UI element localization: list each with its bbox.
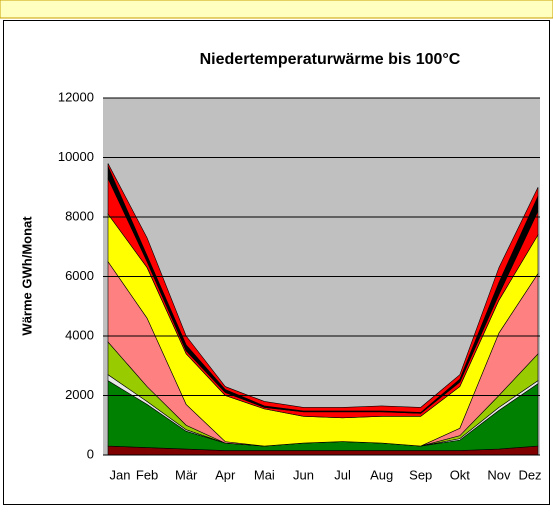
y-tick-label: 12000	[58, 89, 94, 104]
y-tick-label: 0	[87, 446, 94, 461]
x-tick-label: Aug	[370, 467, 393, 482]
y-tick-label: 6000	[65, 268, 94, 283]
area	[107, 163, 539, 413]
y-tick-label: 4000	[65, 327, 94, 342]
x-tick-label: Mär	[175, 467, 198, 482]
top-bar	[0, 0, 553, 19]
x-tick-label: Jul	[334, 467, 351, 482]
x-tick-label: Nov	[487, 467, 511, 482]
y-tick-label: 10000	[58, 149, 94, 164]
x-tick-label: Sep	[409, 467, 432, 482]
chart-title: Niedertemperaturwärme bis 100°C	[200, 51, 461, 68]
x-tick-label: Apr	[215, 467, 236, 482]
x-tick-label: Jan	[110, 467, 131, 482]
y-tick-label: 2000	[65, 387, 94, 402]
y-axis-label: Wärme GWh/Monat	[19, 216, 34, 336]
x-tick-label: Jun	[293, 467, 314, 482]
x-tick-label: Okt	[450, 467, 471, 482]
x-tick-label: Feb	[136, 467, 158, 482]
x-tick-label: Dez	[518, 467, 541, 482]
y-tick-label: 8000	[65, 208, 94, 223]
x-tick-label: Mai	[254, 467, 275, 482]
